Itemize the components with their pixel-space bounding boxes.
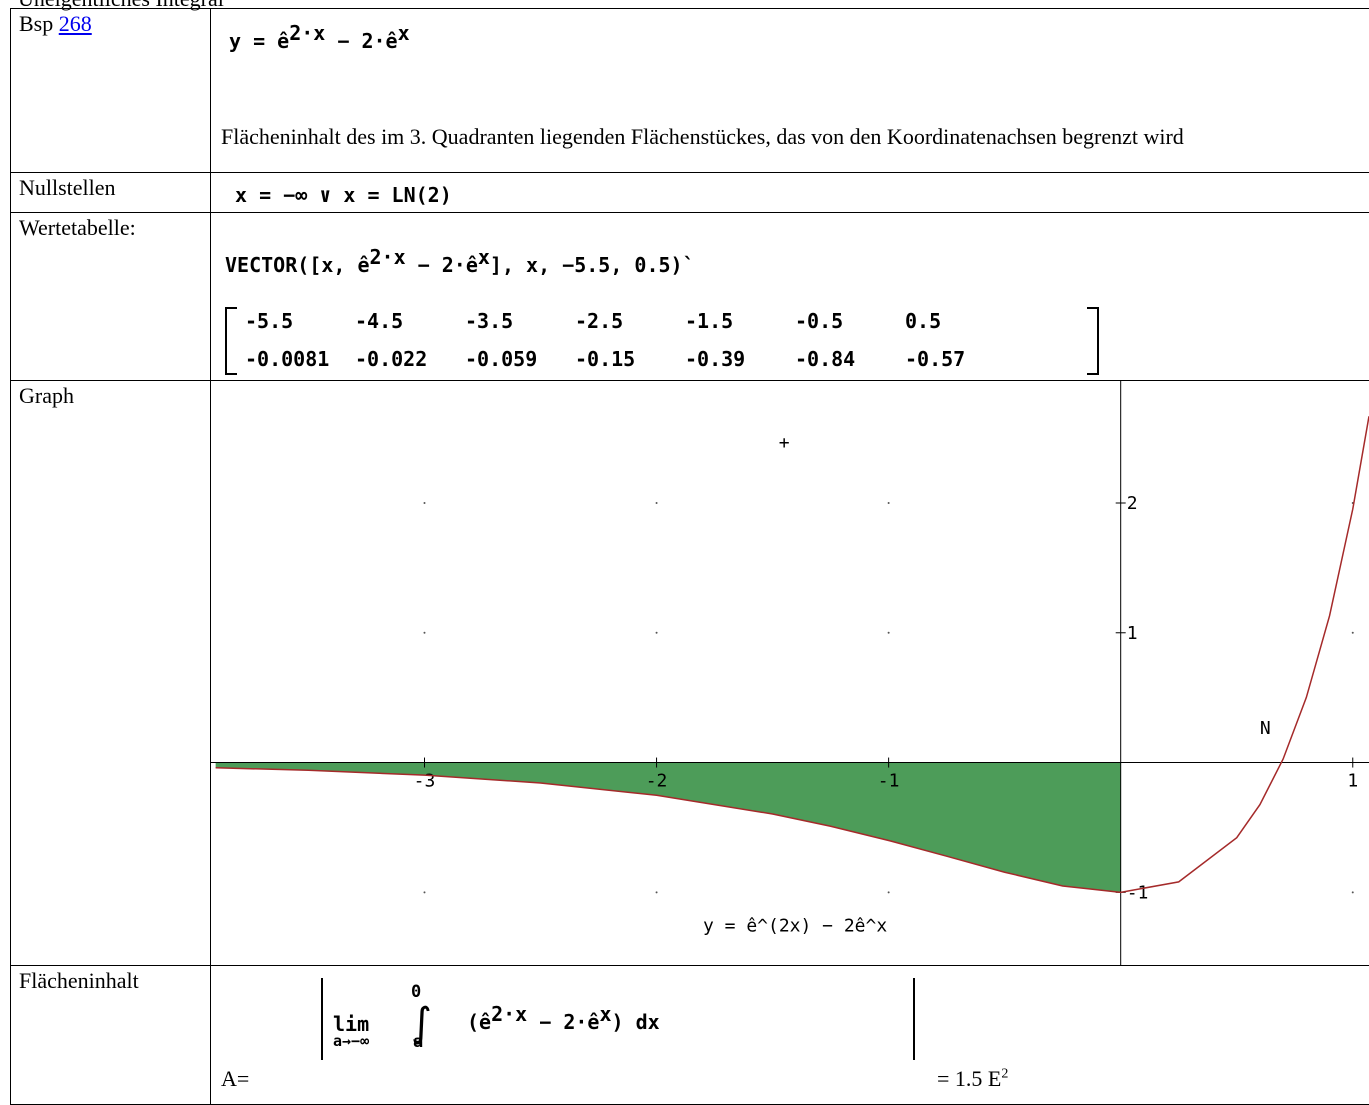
grid-dot — [423, 502, 425, 504]
matrix-cell: 0.5 — [905, 309, 1015, 333]
grid-dot — [423, 632, 425, 634]
grid-dot — [423, 891, 425, 893]
x-tick-label: -1 — [878, 771, 900, 792]
x-tick-label: -2 — [646, 771, 668, 792]
integrand: (ê2·x − 2·êx) dx — [467, 1010, 660, 1034]
y-tick-label: -1 — [1127, 882, 1149, 903]
lim-sub: a→−∞ — [333, 1032, 369, 1050]
grid-dot — [888, 891, 890, 893]
label-cell: Flächeninhalt — [10, 965, 211, 1105]
formula-exp: 2·x — [289, 21, 325, 45]
matrix-cell: -0.022 — [355, 347, 465, 371]
formula-part: ], x, −5.5, 0.5)` — [490, 253, 695, 277]
result: = 1.5 E2 — [937, 1066, 1008, 1092]
formula-exp: 2·x — [370, 245, 406, 269]
zeros-label: Nullstellen — [19, 175, 116, 201]
function-formula: y = ê2·x − 2·êx — [229, 29, 410, 53]
content-cell: y = ê2·x − 2·êx Flächeninhalt des im 3. … — [210, 8, 1369, 173]
zero-label: N — [1260, 718, 1271, 739]
grid-dot — [1352, 632, 1354, 634]
example-label-text: Bsp — [19, 11, 53, 36]
formula-exp: x — [599, 1002, 611, 1026]
result-exp: 2 — [1001, 1067, 1008, 1082]
formula-exp: x — [398, 21, 410, 45]
formula-part: y = ê — [229, 29, 289, 53]
label-cell: Nullstellen — [10, 172, 211, 213]
formula-part: VECTOR([x, ê — [225, 253, 370, 277]
matrix-cell: -5.5 — [245, 309, 355, 333]
graph: -3 -2 -1 1 -1 1 2 y = ê^(2x) − 2ê^x N + — [211, 381, 1369, 965]
graph-label: Graph — [19, 383, 74, 409]
y-tick-label: 2 — [1127, 493, 1138, 514]
area-label: Flächeninhalt — [19, 968, 139, 994]
formula-part: − 2·ê — [527, 1010, 599, 1034]
matrix-cell: -0.39 — [685, 347, 795, 371]
matrix-cell: -1.5 — [685, 309, 795, 333]
example-label: Bsp 268 — [19, 11, 92, 37]
content-cell: VECTOR([x, ê2·x − 2·êx], x, −5.5, 0.5)` … — [210, 212, 1369, 381]
content-cell: x = −∞ ∨ x = LN(2) — [210, 172, 1369, 213]
matrix-cell: -0.57 — [905, 347, 1015, 371]
table-label: Wertetabelle: — [19, 215, 136, 241]
formula-exp: x — [478, 245, 490, 269]
grid-dot — [656, 891, 658, 893]
matrix-cell: -0.84 — [795, 347, 905, 371]
grid-dot — [656, 632, 658, 634]
matrix-cell: -0.15 — [575, 347, 685, 371]
formula-part: (ê — [467, 1010, 491, 1034]
lower-bound: a — [413, 1032, 423, 1052]
grid-dot — [656, 502, 658, 504]
label-cell: Bsp 268 — [10, 8, 211, 173]
area-prefix: A= — [221, 1066, 249, 1092]
formula-part: − 2·ê — [406, 253, 478, 277]
result-text: = 1.5 E — [937, 1066, 1001, 1091]
label-cell: Wertetabelle: — [10, 212, 211, 381]
curve-label: y = ê^(2x) − 2ê^x — [703, 915, 887, 936]
bracket — [1087, 307, 1099, 375]
formula-part: − 2·ê — [325, 29, 397, 53]
formula-part: ) dx — [612, 1010, 660, 1034]
matrix-cell: -2.5 — [575, 309, 685, 333]
area-fill — [216, 763, 1121, 893]
x-tick-label: -3 — [414, 771, 436, 792]
matrix-cell: -0.059 — [465, 347, 575, 371]
marker: + — [779, 432, 790, 453]
grid-dot — [888, 632, 890, 634]
grid-dot — [888, 502, 890, 504]
example-link[interactable]: 268 — [59, 11, 92, 36]
x-tick-label: 1 — [1347, 771, 1358, 792]
upper-bound: 0 — [411, 982, 421, 1002]
bracket — [225, 307, 237, 375]
vector-command: VECTOR([x, ê2·x − 2·êx], x, −5.5, 0.5)` — [225, 253, 695, 277]
task-text: Flächeninhalt des im 3. Quadranten liege… — [221, 123, 1196, 151]
grid-dot — [1352, 891, 1354, 893]
matrix-cell: -3.5 — [465, 309, 575, 333]
label-cell: Graph — [10, 380, 211, 966]
page: Uneigentliches Integral Bsp 268 y = ê2·x… — [0, 0, 1369, 1088]
content-cell: A= lim a→−∞ 0 ∫ a (ê2·x − 2·êx) dx = 1.5… — [210, 965, 1369, 1105]
zeros-formula: x = −∞ ∨ x = LN(2) — [235, 183, 452, 207]
matrix-cell: -0.0081 — [245, 347, 355, 371]
y-tick-label: 1 — [1127, 623, 1138, 644]
matrix-cell: -0.5 — [795, 309, 905, 333]
matrix-cell: -4.5 — [355, 309, 465, 333]
formula-exp: 2·x — [491, 1002, 527, 1026]
curve — [216, 416, 1369, 892]
